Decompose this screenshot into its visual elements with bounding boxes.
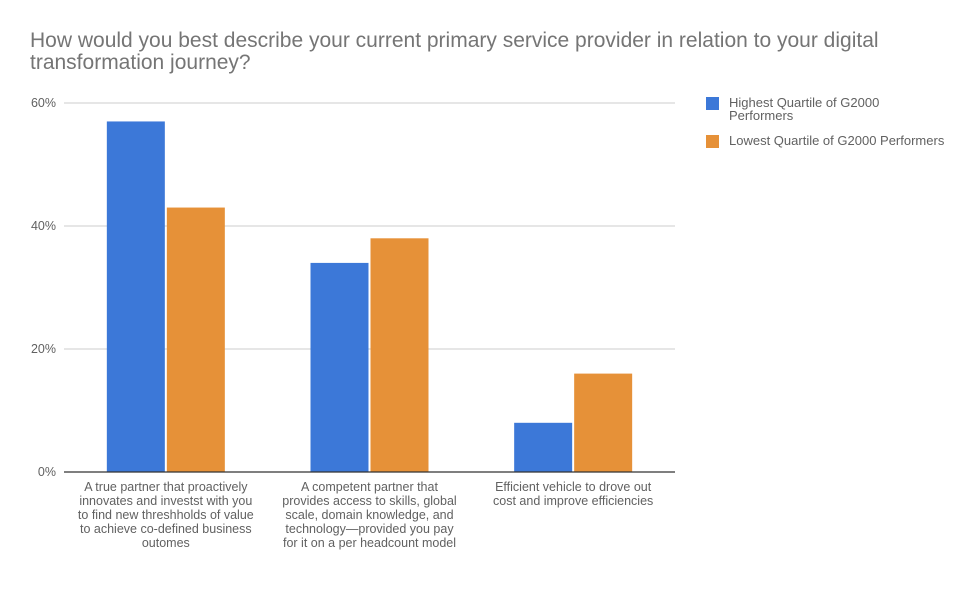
bar-lowest-1 — [166, 207, 225, 473]
y-tick-label: 60% — [31, 96, 56, 110]
legend-swatch-highest — [706, 97, 719, 110]
x-tick-label: A true partner that proactively innovate… — [77, 480, 254, 550]
legend-label-lowest: Lowest Quartile of G2000 Performers — [729, 133, 945, 148]
y-axis-ticks: 0% 20% 40% 60% — [31, 96, 56, 479]
bar-highest-2 — [310, 262, 369, 472]
x-tick-label: A competent partner that provides access… — [282, 480, 457, 550]
legend-item-highest: Highest Quartile of G2000 Performers — [706, 96, 946, 122]
legend-item-lowest: Lowest Quartile of G2000 Performers — [706, 133, 946, 148]
legend-swatch-lowest — [706, 135, 719, 148]
bars — [106, 121, 633, 473]
legend-label-highest: Highest Quartile of G2000 Performers — [729, 95, 880, 123]
bar-lowest-3 — [574, 373, 633, 472]
y-tick-label: 40% — [31, 219, 56, 233]
chart-title: How would you best describe your current… — [30, 29, 879, 74]
y-tick-label: 0% — [38, 465, 56, 479]
bar-highest-1 — [106, 121, 165, 472]
legend: Highest Quartile of G2000 Performers Low… — [706, 96, 946, 159]
y-tick-label: 20% — [31, 342, 56, 356]
bar-highest-3 — [514, 422, 573, 472]
bar-lowest-2 — [370, 238, 429, 472]
x-tick-label: Efficient vehicle to drove out cost and … — [493, 480, 654, 508]
gridlines — [64, 102, 675, 350]
